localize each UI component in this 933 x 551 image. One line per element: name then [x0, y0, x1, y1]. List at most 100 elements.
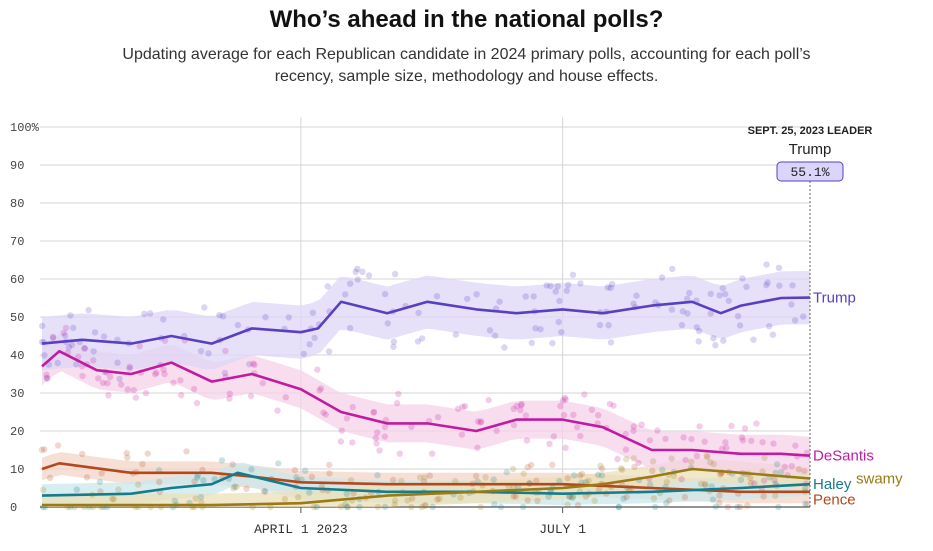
poll-dot-ramaswamy [398, 477, 405, 485]
poll-dot-desantis [222, 347, 229, 355]
line-desantis [41, 349, 811, 457]
poll-dot-trump [39, 322, 46, 330]
poll-dot-desantis [562, 396, 569, 403]
poll-dot-pence [549, 461, 556, 468]
poll-dot-trump [528, 339, 535, 347]
poll-dot-trump [197, 348, 205, 355]
poll-dot-desantis [60, 329, 67, 336]
series-label-ramaswamy: swamy [856, 471, 903, 488]
poll-dot-ramaswamy [391, 497, 399, 504]
poll-dot-trump [668, 306, 676, 313]
poll-dot-trump [384, 320, 391, 327]
poll-dot-trump [608, 280, 616, 288]
poll-dot-haley [659, 466, 666, 473]
poll-dot-trump [391, 270, 399, 278]
poll-dot-trump [725, 297, 732, 304]
poll-dot-trump [684, 310, 691, 317]
poll-dot-ramaswamy [115, 486, 122, 493]
poll-dot-trump [418, 335, 426, 342]
poll-dot-desantis [370, 409, 377, 416]
poll-dot-trump [73, 361, 80, 368]
poll-dot-pence [795, 466, 803, 473]
poll-dot-haley [520, 503, 527, 511]
poll-dot-desantis [635, 459, 642, 467]
poll-dot-pence [326, 461, 333, 469]
poll-dot-desantis [595, 412, 602, 419]
poll-dot-ramaswamy [281, 495, 289, 503]
poll-dot-desantis [570, 411, 577, 418]
poll-dot-trump [54, 359, 61, 367]
poll-dot-trump [552, 288, 559, 295]
y-tick-label: 60 [10, 273, 24, 287]
poll-dot-haley [248, 466, 255, 473]
poll-dot-haley [647, 481, 654, 488]
poll-dot-desantis [75, 353, 82, 360]
poll-dot-haley [381, 503, 389, 511]
poll-dot-desantis [161, 337, 169, 344]
poll-dot-desantis [274, 407, 281, 414]
poll-dot-desantis [193, 399, 201, 407]
poll-dot-desantis [461, 403, 469, 410]
poll-dot-trump [555, 318, 562, 326]
poll-dot-trump [216, 311, 223, 319]
poll-dot-pence [623, 494, 630, 501]
poll-dot-desantis [314, 366, 321, 373]
leader-name: Trump [789, 141, 832, 158]
poll-dot-ramaswamy [630, 455, 637, 462]
poll-dot-desantis [513, 402, 521, 410]
poll-dot-haley [778, 468, 785, 476]
poll-dot-desantis [546, 440, 553, 447]
poll-dot-pence [79, 450, 86, 458]
y-tick-label: 50 [10, 311, 24, 325]
poll-dot-ramaswamy [772, 492, 779, 500]
poll-dot-trump [530, 293, 537, 300]
poll-dot-pence [199, 466, 206, 474]
poll-dot-desantis [477, 418, 485, 425]
poll-dot-ramaswamy [623, 455, 630, 463]
leader-heading: SEPT. 25, 2023 LEADER [748, 125, 873, 137]
y-tick-label: 70 [10, 235, 24, 249]
poll-dot-ramaswamy [759, 468, 766, 475]
poll-dot-trump [683, 295, 691, 303]
poll-dot-ramaswamy [617, 465, 625, 472]
poll-dot-desantis [770, 440, 777, 447]
y-tick-label: 20 [10, 425, 24, 439]
poll-dot-pence [760, 493, 767, 500]
poll-dot-desantis [317, 385, 325, 392]
poll-dot-haley [503, 468, 510, 476]
poll-dot-desantis [124, 386, 131, 393]
poll-dot-desantis [170, 379, 177, 386]
poll-dot-desantis [510, 421, 518, 429]
poll-dot-desantis [610, 402, 617, 409]
poll-dot-pence [434, 496, 441, 503]
poll-dot-desantis [136, 343, 143, 350]
poll-dot-trump [543, 282, 550, 289]
poll-dot-trump [537, 326, 544, 333]
poll-dot-haley [615, 503, 622, 511]
average-lines [41, 296, 811, 507]
poll-dot-haley [734, 503, 741, 511]
poll-dot-trump [381, 290, 389, 298]
poll-dot-pence [528, 461, 535, 469]
poll-dot-desantis [574, 424, 581, 431]
y-tick-label: 100% [10, 121, 40, 135]
poll-dot-desantis [693, 452, 701, 460]
poll-dot-trump [722, 290, 729, 298]
poll-dot-ramaswamy [337, 503, 345, 510]
poll-dot-desantis [788, 463, 795, 470]
poll-dot-trump [347, 280, 354, 287]
poll-dot-desantis [454, 405, 462, 412]
poll-dot-ramaswamy [267, 503, 274, 511]
poll-dot-pence [801, 467, 808, 475]
poll-dot-ramaswamy [294, 494, 302, 501]
poll-dot-pence [747, 480, 755, 487]
poll-dot-pence [123, 449, 130, 457]
poll-dot-haley [773, 461, 781, 468]
poll-dot-desantis [90, 357, 97, 364]
poll-dot-desantis [316, 387, 323, 394]
poll-dot-pence [243, 485, 250, 492]
poll-dot-haley [663, 499, 670, 507]
poll-dot-trump [70, 324, 77, 332]
poll-dot-ramaswamy [710, 460, 717, 468]
poll-dot-desantis [630, 423, 637, 430]
